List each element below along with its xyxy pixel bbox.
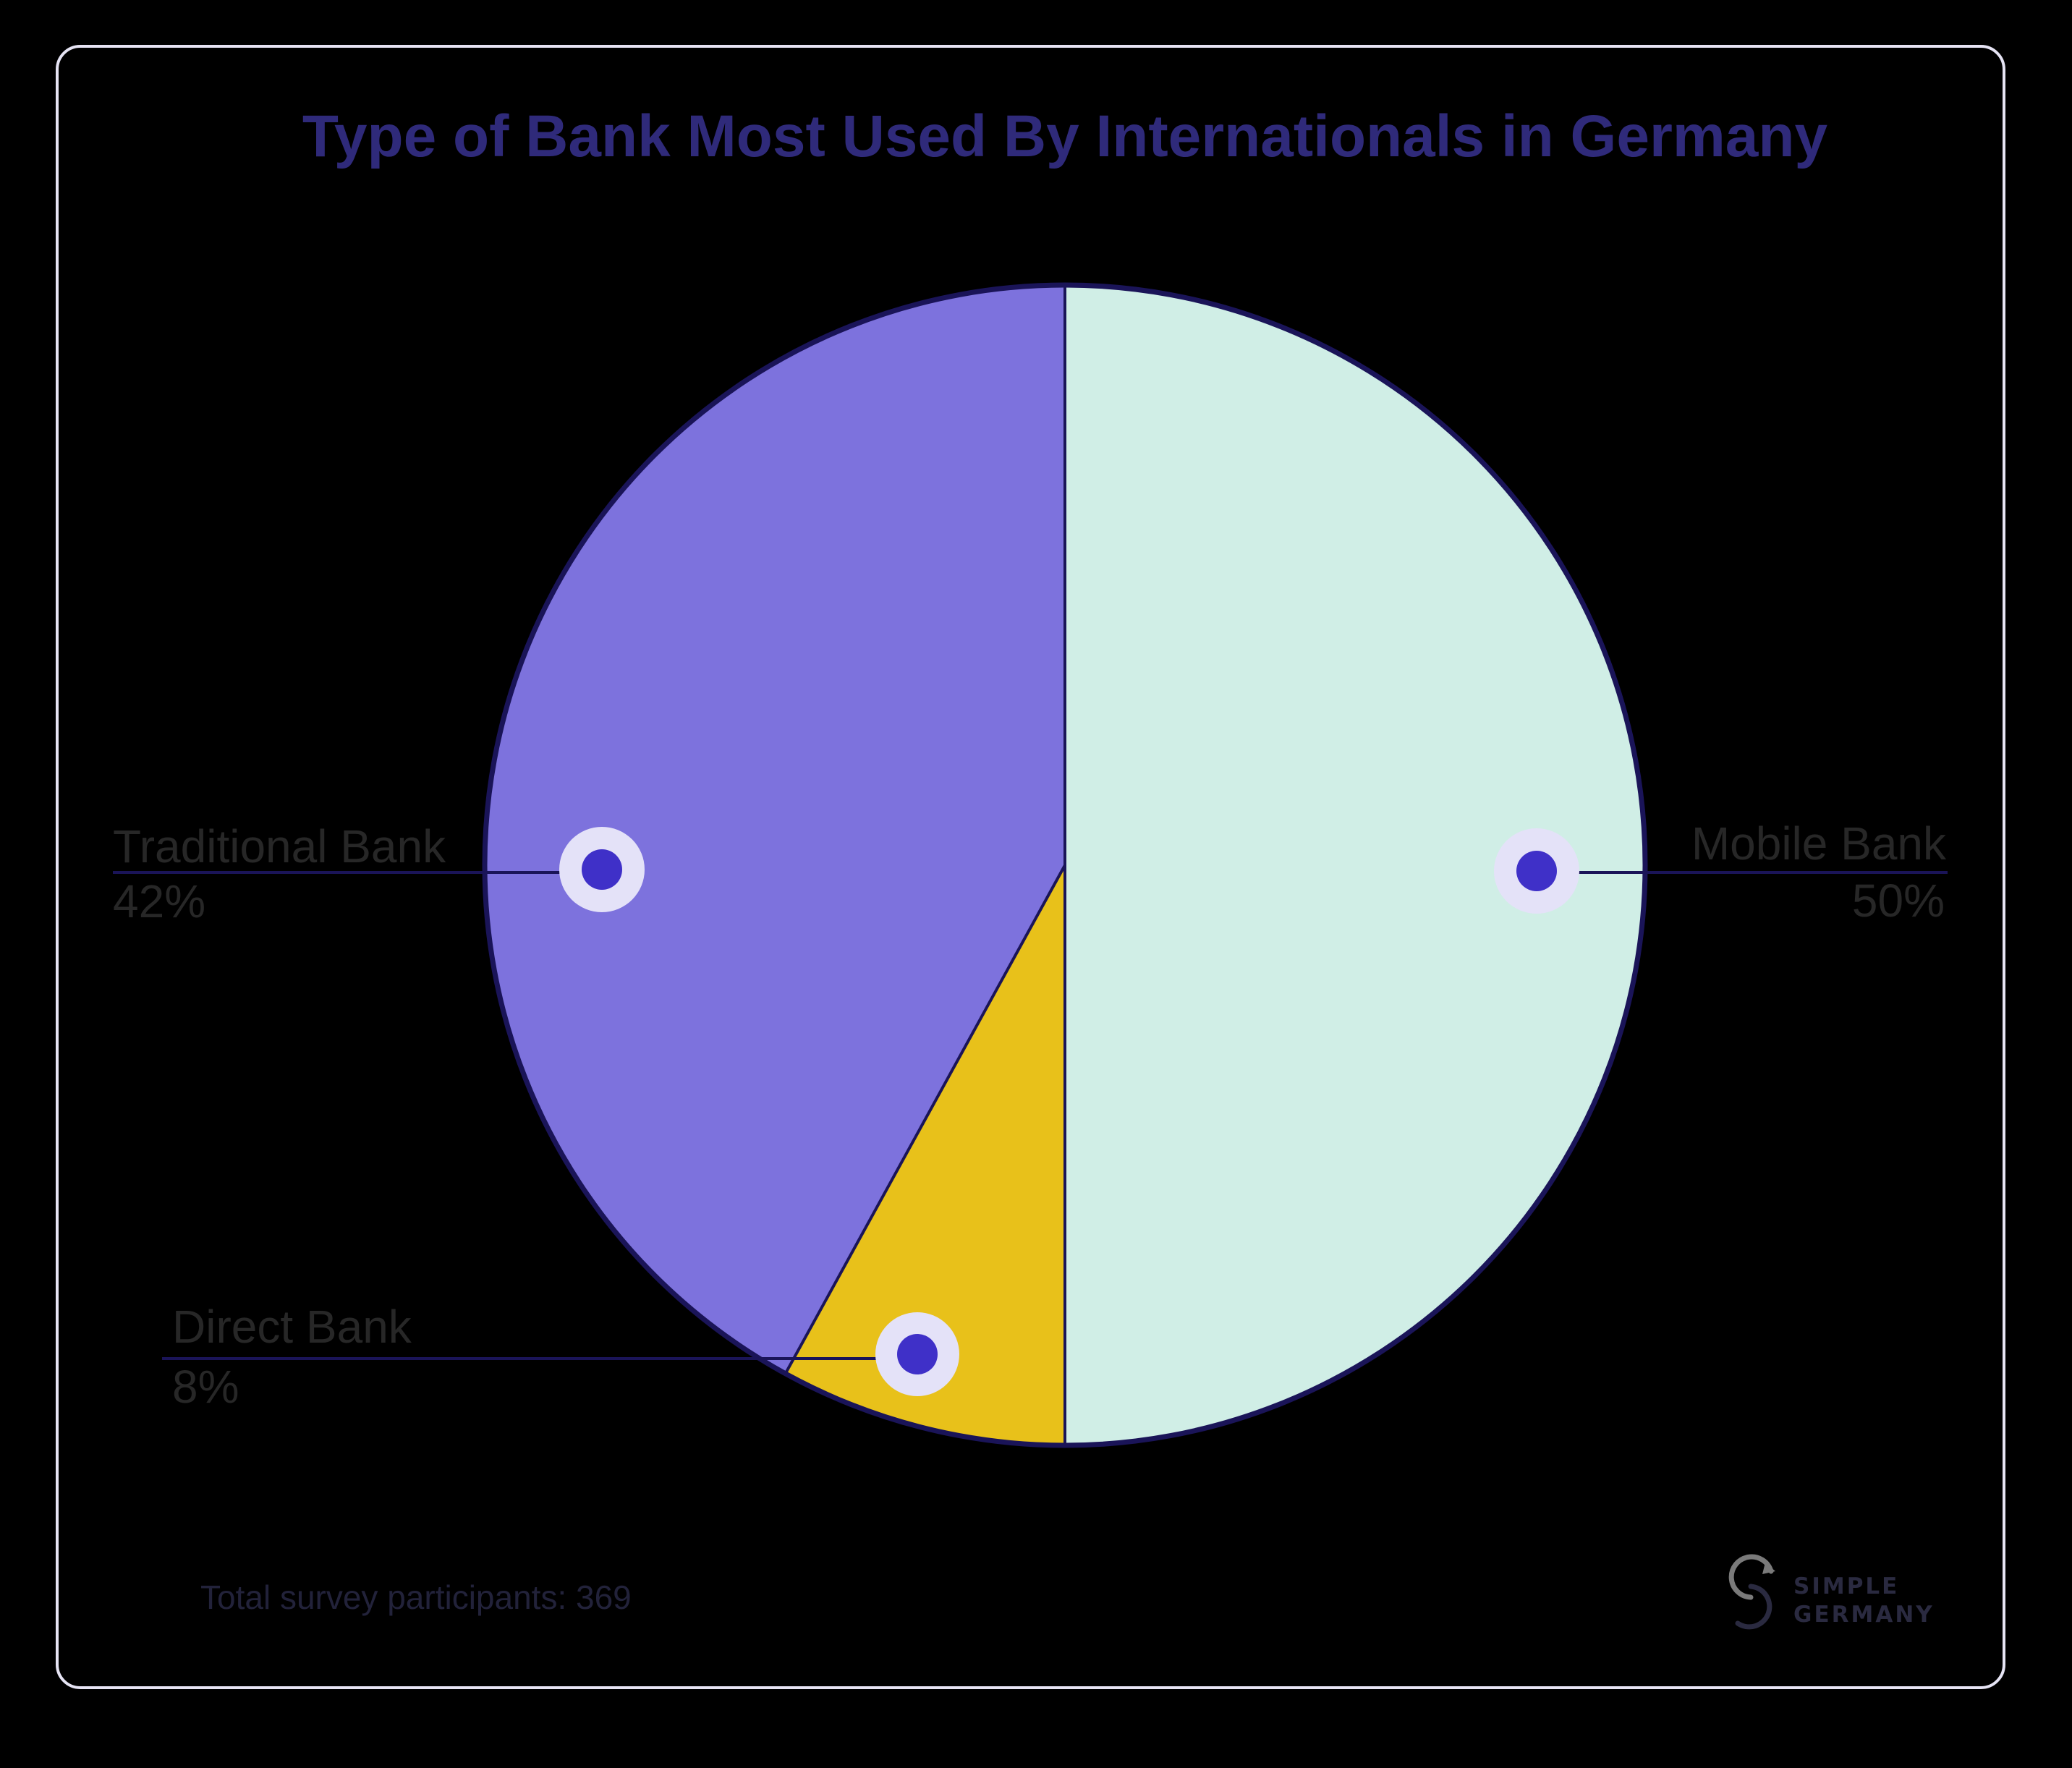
pie-outline xyxy=(482,282,1648,1448)
direct-marker-icon xyxy=(875,1312,959,1396)
traditional-label: Traditional Bank xyxy=(113,820,446,872)
simple-germany-logo: SIMPLE GERMANY xyxy=(1728,1554,1935,1630)
traditional-percentage: 42% xyxy=(113,875,205,927)
pie-slice-direct-bank xyxy=(785,865,1065,1445)
mobile-percentage: 50% xyxy=(1852,875,1945,927)
pie-divider xyxy=(784,864,1066,1374)
mobile-marker-icon xyxy=(1494,828,1579,914)
traditional-marker-icon xyxy=(559,827,645,912)
pie-slice-traditional-bank xyxy=(485,285,1065,1374)
direct-label: Direct Bank xyxy=(172,1301,412,1353)
logo-s-icon xyxy=(1728,1554,1775,1630)
direct-percentage: 8% xyxy=(172,1361,239,1413)
pie-chart xyxy=(482,282,1648,1448)
logo-text-line1: SIMPLE xyxy=(1793,1573,1899,1599)
participants-note: Total survey participants: 369 xyxy=(200,1578,632,1616)
chart-title: Type of Bank Most Used By Internationals… xyxy=(302,103,1828,169)
mobile-label: Mobile Bank xyxy=(1691,817,1947,870)
logo-text-line2: GERMANY xyxy=(1793,1602,1935,1628)
pie-slice-mobile-bank xyxy=(1065,285,1645,1445)
